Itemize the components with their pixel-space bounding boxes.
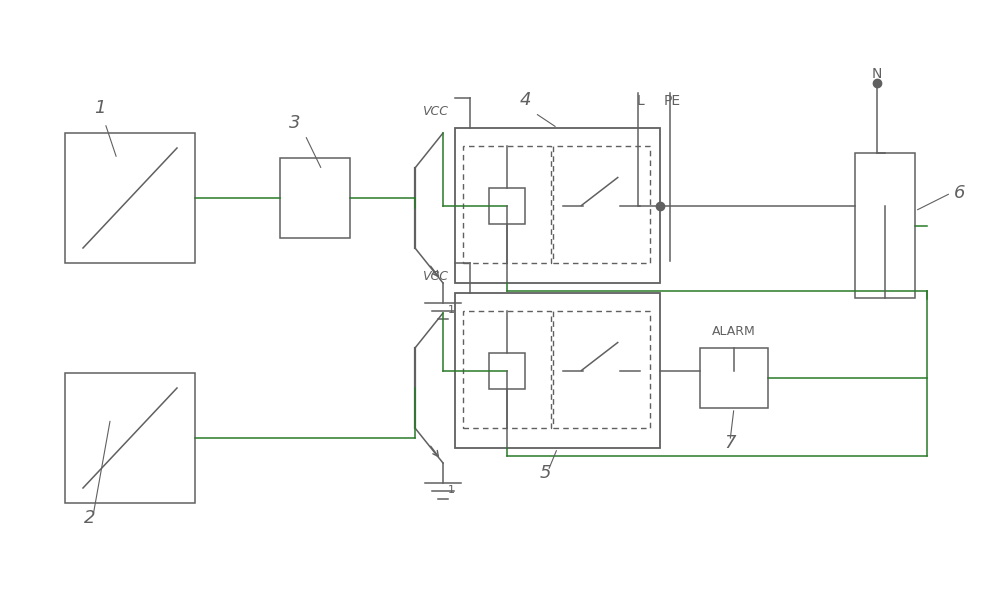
Text: VCC: VCC xyxy=(422,270,448,283)
Text: 4: 4 xyxy=(519,91,531,109)
Bar xyxy=(463,311,551,428)
Bar xyxy=(455,293,660,448)
Bar xyxy=(553,311,650,428)
Text: 3: 3 xyxy=(289,114,301,132)
Bar xyxy=(700,348,768,408)
Text: L: L xyxy=(636,94,644,108)
Bar xyxy=(489,352,525,388)
Text: ALARM: ALARM xyxy=(712,325,756,338)
Bar xyxy=(489,187,525,224)
Bar xyxy=(280,158,350,238)
Text: 6: 6 xyxy=(954,184,966,202)
Bar xyxy=(855,153,915,298)
Bar xyxy=(455,128,660,283)
Text: PE: PE xyxy=(663,94,681,108)
Text: VCC: VCC xyxy=(422,105,448,118)
Text: 5: 5 xyxy=(539,464,551,482)
Bar xyxy=(65,373,195,503)
Text: N: N xyxy=(872,67,882,81)
Text: 7: 7 xyxy=(724,434,736,452)
Bar xyxy=(463,146,551,263)
Text: 2: 2 xyxy=(84,509,96,527)
Bar xyxy=(553,146,650,263)
Bar xyxy=(65,133,195,263)
Text: 1: 1 xyxy=(448,485,455,495)
Text: 1: 1 xyxy=(448,305,455,315)
Text: 1: 1 xyxy=(94,99,106,117)
